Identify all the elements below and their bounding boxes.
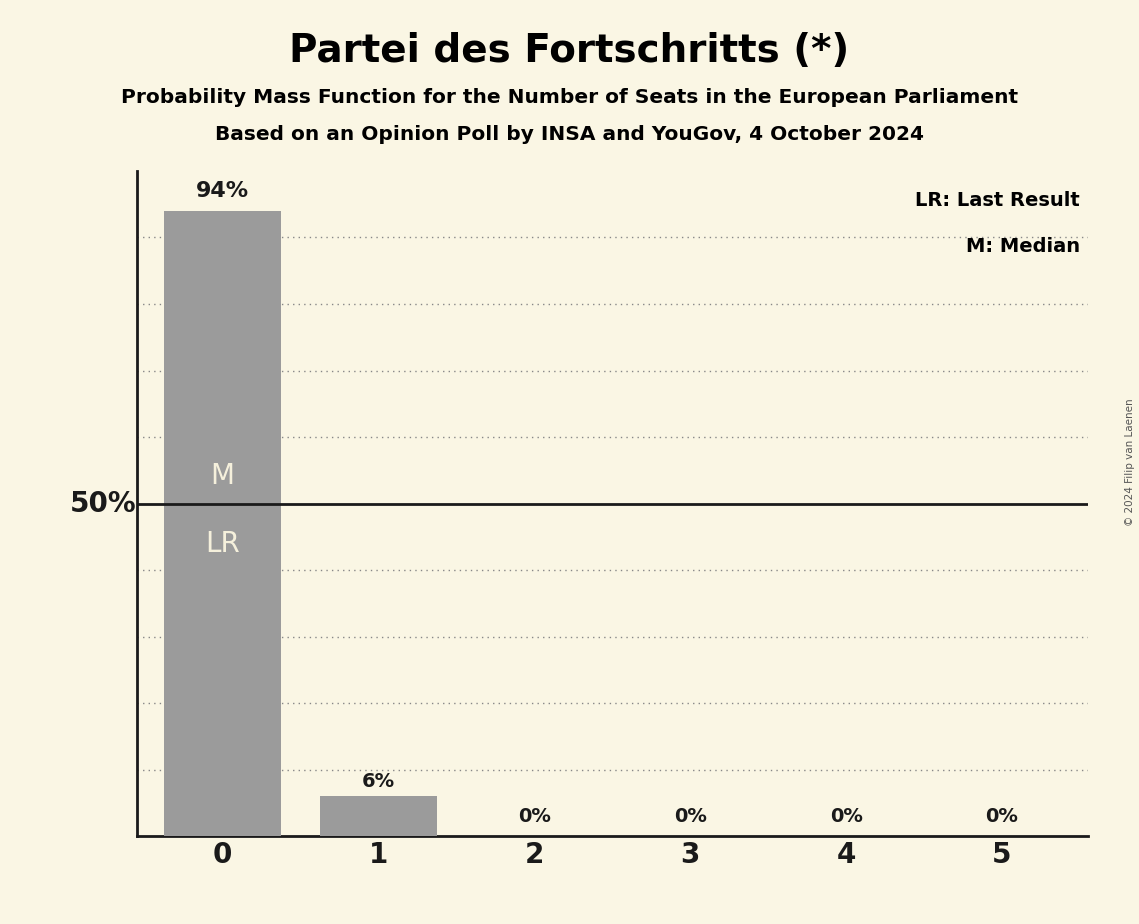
Text: LR: Last Result: LR: Last Result [916,191,1080,210]
Text: 94%: 94% [196,181,249,201]
Text: Probability Mass Function for the Number of Seats in the European Parliament: Probability Mass Function for the Number… [121,88,1018,107]
Bar [164,211,281,836]
Text: 6%: 6% [362,772,395,791]
Text: Based on an Opinion Poll by INSA and YouGov, 4 October 2024: Based on an Opinion Poll by INSA and You… [215,125,924,144]
Text: 0%: 0% [518,808,550,826]
Text: 0%: 0% [674,808,706,826]
Text: 0%: 0% [829,808,862,826]
Text: LR: LR [205,530,240,558]
Text: 0%: 0% [985,808,1018,826]
Bar [320,796,437,836]
Text: M: M [211,462,235,491]
Text: © 2024 Filip van Laenen: © 2024 Filip van Laenen [1125,398,1134,526]
Text: 50%: 50% [71,490,137,517]
Text: M: Median: M: Median [966,237,1080,257]
Text: Partei des Fortschritts (*): Partei des Fortschritts (*) [289,32,850,70]
